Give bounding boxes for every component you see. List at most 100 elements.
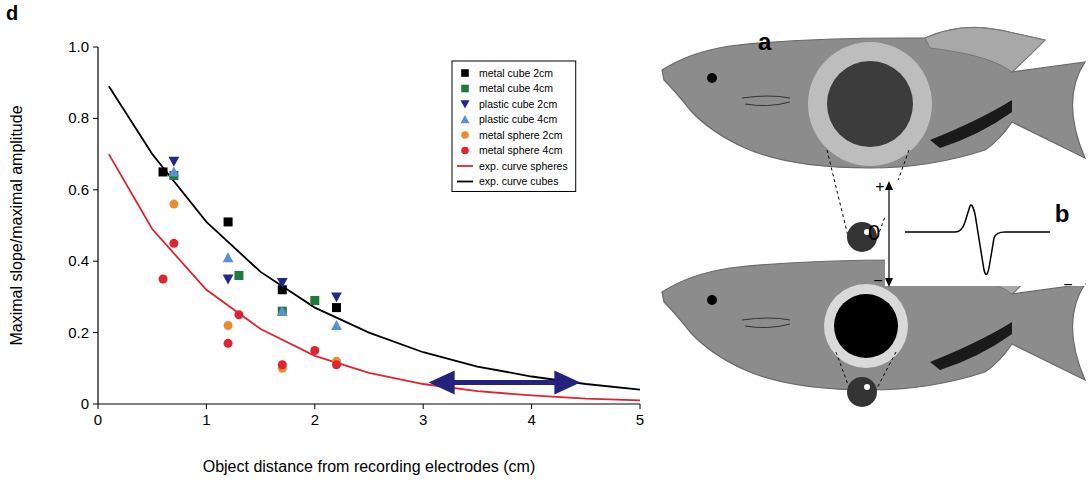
data-point xyxy=(278,307,287,316)
data-point xyxy=(159,167,168,176)
plot-data xyxy=(109,86,640,400)
legend-swatch xyxy=(461,131,469,139)
data-point xyxy=(278,360,287,369)
data-point xyxy=(223,252,234,262)
data-point xyxy=(224,321,233,330)
electric-image xyxy=(827,61,913,147)
y-tick-label: 0.2 xyxy=(68,324,89,341)
legend-box xyxy=(452,61,576,192)
trace-label: − xyxy=(1063,276,1072,293)
diagram xyxy=(662,27,1085,407)
x-tick-label: 3 xyxy=(419,411,427,428)
x-tick xyxy=(640,404,641,409)
data-point xyxy=(159,275,168,284)
electric-organ xyxy=(930,100,1012,148)
x-tick xyxy=(314,404,315,409)
trace-label: 0 xyxy=(868,220,880,245)
data-point xyxy=(224,217,233,226)
legend-label: metal sphere 2cm xyxy=(479,129,563,141)
data-point xyxy=(168,157,179,167)
data-point xyxy=(169,200,178,209)
image-halo xyxy=(824,284,908,368)
y-tick-label: 0.6 xyxy=(68,181,89,198)
data-point xyxy=(234,310,243,319)
dorsal-fin xyxy=(925,27,1045,72)
y-tick xyxy=(93,118,98,119)
data-point xyxy=(277,306,288,316)
data-point xyxy=(169,239,178,248)
y-tick xyxy=(93,261,98,262)
data-point xyxy=(310,346,319,355)
legend-swatch xyxy=(457,181,473,183)
trace-axis-head xyxy=(885,278,893,287)
x-tick xyxy=(98,404,99,409)
image-halo xyxy=(808,42,932,166)
x-tick-label: 1 xyxy=(202,411,210,428)
legend-swatch xyxy=(457,165,473,167)
legend-label: metal cube 4cm xyxy=(479,82,553,94)
data-point xyxy=(168,167,179,177)
legend-label: metal sphere 4cm xyxy=(479,144,563,156)
x-tick-label: 5 xyxy=(636,411,644,428)
y-axis xyxy=(97,47,98,404)
legend-label: exp. curve spheres xyxy=(479,160,568,172)
data-point xyxy=(223,275,234,285)
trace-label: + xyxy=(875,178,884,195)
range-arrow-head xyxy=(554,371,580,395)
legend-swatch xyxy=(461,69,469,77)
figure: d 0 1 2 3 4 5 0 0.2 0.4 0.6 0.8 1.0 Object distance f… xyxy=(0,0,1088,483)
fish xyxy=(662,27,1085,168)
y-tick xyxy=(93,47,98,48)
panel-label: b xyxy=(1055,200,1070,227)
y-tick xyxy=(93,332,98,333)
eod-trace: +0−−b xyxy=(868,178,1085,293)
eod-waveform xyxy=(905,205,1050,275)
data-point xyxy=(331,292,342,302)
x-tick-label: 0 xyxy=(94,411,102,428)
legend-swatch xyxy=(461,85,469,93)
legend-swatch xyxy=(460,100,469,108)
mouth xyxy=(742,318,790,328)
range-arrow-shaft xyxy=(443,380,567,385)
data-point xyxy=(331,320,342,330)
eye xyxy=(707,73,717,83)
x-axis xyxy=(98,403,640,404)
trace-axis xyxy=(888,188,889,280)
y-tick xyxy=(93,404,98,405)
legend-label: plastic cube 2cm xyxy=(479,98,557,110)
electric-organ xyxy=(930,322,1012,370)
fit-curve xyxy=(109,86,640,389)
x-tick xyxy=(423,404,424,409)
range-arrow-head xyxy=(429,371,455,395)
x-tick-label: 2 xyxy=(311,411,319,428)
y-tick-label: 0.8 xyxy=(68,109,89,126)
legend-label: metal cube 2cm xyxy=(479,67,553,79)
legend: metal cube 2cm metal cube 4cm plastic cube… xyxy=(452,61,576,192)
y-axis-title: Maximal slope/maximal amplitude xyxy=(8,105,25,345)
x-tick xyxy=(206,404,207,409)
legend-label: plastic cube 4cm xyxy=(479,113,557,125)
x-tick-label: 4 xyxy=(527,411,535,428)
trace-ground xyxy=(885,180,1085,286)
data-point xyxy=(277,278,288,288)
electric-image xyxy=(834,294,898,358)
legend-swatch xyxy=(460,115,469,123)
y-tick-label: 0 xyxy=(81,395,89,412)
panel-label: a xyxy=(758,28,772,55)
fish-body xyxy=(662,27,1085,168)
trace-axis-head xyxy=(885,181,893,190)
data-point xyxy=(224,339,233,348)
eye xyxy=(707,295,717,305)
y-tick-label: 0.4 xyxy=(68,252,89,269)
x-tick xyxy=(531,404,532,409)
projection-line xyxy=(836,352,896,390)
x-axis-title: Object distance from recording electrode… xyxy=(203,458,536,475)
panel-label: d xyxy=(6,2,18,24)
legend-swatch xyxy=(461,147,469,155)
data-point xyxy=(332,360,341,369)
y-tick-label: 1.0 xyxy=(68,38,89,55)
object-highlight xyxy=(864,384,870,390)
mouth xyxy=(742,96,790,106)
legend-label: exp. curve cubes xyxy=(479,175,558,187)
y-tick xyxy=(93,189,98,190)
